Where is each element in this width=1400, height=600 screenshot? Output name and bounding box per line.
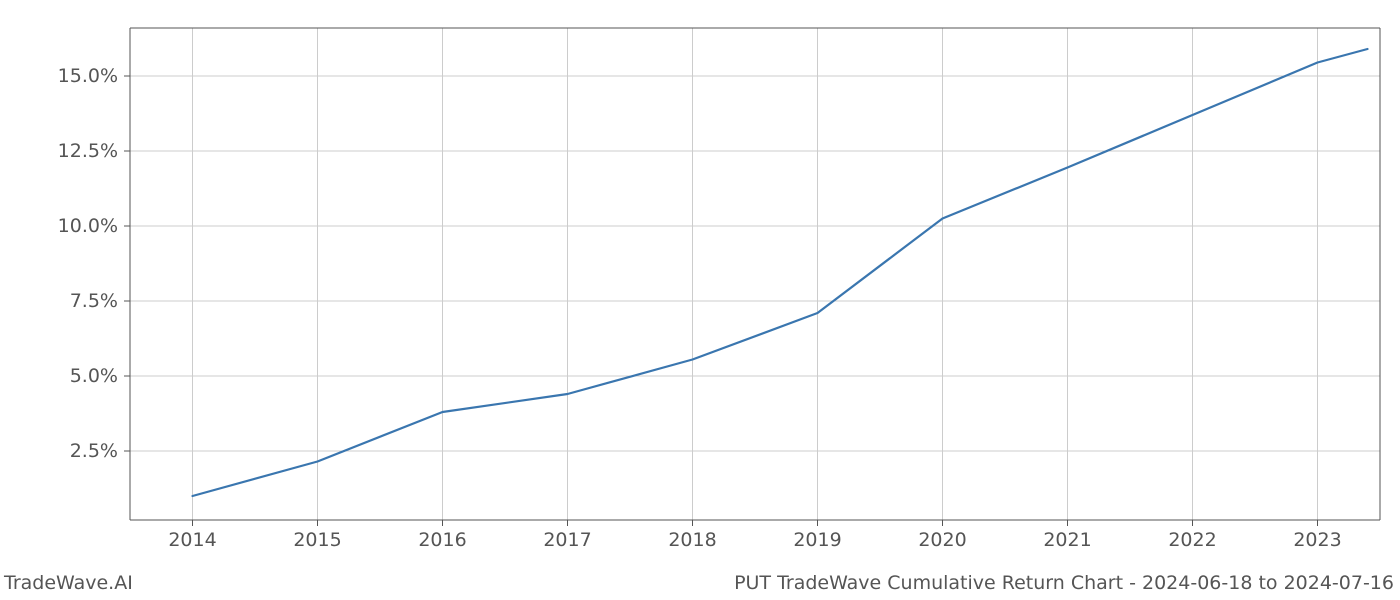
x-tick-label: 2019 [793,529,841,551]
chart-background [0,0,1400,600]
y-tick-label: 12.5% [58,140,118,162]
y-tick-label: 5.0% [70,365,118,387]
y-tick-label: 2.5% [70,440,118,462]
footer-left-label: TradeWave.AI [4,572,133,594]
x-tick-label: 2015 [293,529,341,551]
x-tick-label: 2018 [668,529,716,551]
x-tick-label: 2022 [1168,529,1216,551]
x-tick-label: 2014 [168,529,216,551]
x-tick-label: 2021 [1043,529,1091,551]
x-tick-label: 2017 [543,529,591,551]
y-tick-label: 10.0% [58,215,118,237]
chart-container: 2014 2015 2016 2017 2018 2019 2020 2021 2022 2023… [0,0,1400,600]
x-tick-label: 2023 [1293,529,1341,551]
x-tick-label: 2016 [418,529,466,551]
y-tick-label: 7.5% [70,290,118,312]
line-chart: 2014 2015 2016 2017 2018 2019 2020 2021 2022 2023… [0,0,1400,600]
x-tick-label: 2020 [918,529,966,551]
footer-right-label: PUT TradeWave Cumulative Return Chart - … [734,572,1394,594]
y-tick-label: 15.0% [58,65,118,87]
